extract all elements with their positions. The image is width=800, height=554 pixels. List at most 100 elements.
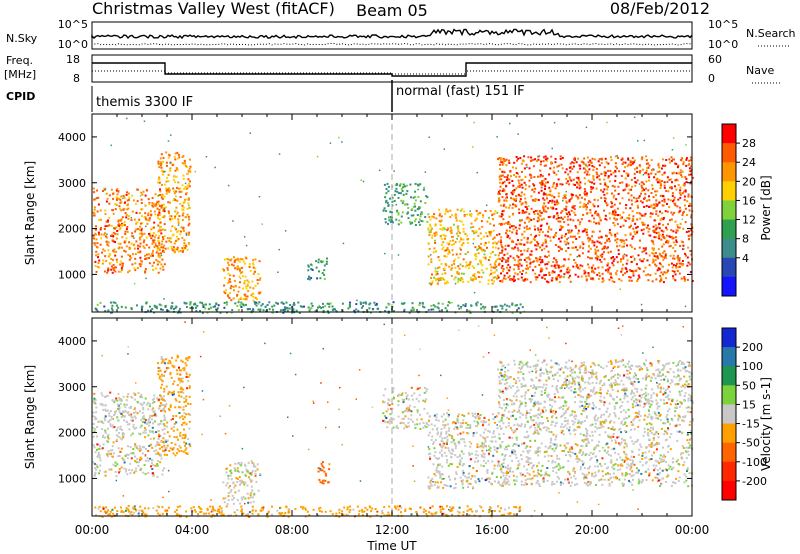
data-cell	[144, 419, 147, 422]
data-cell	[506, 236, 509, 239]
data-cell	[474, 412, 476, 415]
data-cell	[498, 262, 501, 265]
data-cell	[257, 302, 260, 305]
data-cell	[131, 210, 134, 213]
data-cell	[144, 421, 146, 424]
data-cell	[326, 257, 328, 260]
data-cell	[534, 228, 536, 231]
data-cell	[120, 218, 123, 221]
data-cell	[568, 176, 571, 179]
data-cell	[499, 158, 502, 161]
data-cell	[106, 409, 109, 412]
data-cell	[247, 461, 250, 464]
noise-cell	[194, 170, 196, 173]
data-cell	[158, 166, 161, 169]
data-cell	[520, 276, 523, 279]
data-cell	[192, 307, 194, 310]
data-cell	[497, 240, 500, 243]
data-cell	[418, 302, 421, 305]
data-cell	[493, 271, 496, 274]
data-cell	[682, 163, 685, 166]
data-cell	[457, 421, 460, 424]
data-cell	[167, 180, 170, 183]
data-cell	[567, 258, 570, 261]
data-cell	[422, 305, 424, 308]
data-cell	[607, 251, 610, 254]
data-cell	[565, 205, 568, 208]
data-cell	[534, 158, 537, 161]
data-cell	[490, 272, 493, 275]
data-cell	[135, 470, 138, 473]
data-cell	[272, 308, 274, 311]
data-cell	[616, 223, 619, 226]
data-cell	[104, 436, 106, 439]
data-cell	[405, 192, 408, 195]
data-cell	[589, 247, 592, 250]
data-cell	[103, 187, 106, 190]
data-cell	[431, 234, 434, 237]
data-cell	[319, 277, 322, 280]
data-cell	[504, 248, 507, 251]
data-cell	[117, 242, 120, 245]
data-cell	[610, 234, 613, 237]
data-cell	[485, 445, 487, 448]
data-cell	[440, 433, 442, 436]
data-cell	[131, 416, 134, 419]
data-cell	[127, 203, 130, 206]
data-cell	[151, 242, 154, 245]
data-cell	[95, 254, 98, 257]
data-cell	[674, 204, 677, 207]
data-cell	[569, 235, 572, 238]
data-cell	[529, 261, 532, 264]
data-cell	[116, 233, 119, 236]
data-cell	[117, 220, 120, 223]
data-cell	[258, 279, 261, 281]
data-cell	[458, 463, 461, 466]
data-cell	[128, 406, 131, 409]
data-cell	[451, 463, 453, 466]
data-cell	[545, 256, 548, 258]
data-cell	[307, 269, 310, 272]
data-cell	[123, 403, 126, 406]
data-cell	[171, 247, 174, 250]
data-cell	[144, 212, 147, 215]
data-cell	[118, 468, 121, 470]
freq-label: Freq.	[6, 54, 33, 67]
data-cell	[103, 305, 106, 308]
data-cell	[110, 265, 113, 268]
data-cell	[674, 162, 676, 165]
data-cell	[632, 219, 635, 222]
data-cell	[95, 417, 98, 420]
data-cell	[139, 468, 142, 471]
data-cell	[145, 243, 148, 246]
data-cell	[526, 208, 529, 211]
data-cell	[241, 271, 244, 274]
data-cell	[636, 231, 638, 234]
data-cell	[661, 173, 664, 176]
data-cell	[96, 189, 99, 192]
data-cell	[521, 306, 524, 309]
data-cell	[150, 228, 153, 231]
data-cell	[135, 461, 138, 464]
data-cell	[559, 155, 562, 158]
data-cell	[492, 229, 495, 232]
data-cell	[159, 395, 162, 397]
data-cell	[648, 205, 650, 208]
data-cell	[454, 447, 457, 450]
data-cell	[157, 214, 160, 217]
data-cell	[167, 408, 170, 411]
data-cell	[440, 243, 443, 246]
data-cell	[681, 192, 684, 195]
data-cell	[433, 454, 436, 457]
data-cell	[401, 398, 404, 401]
data-cell	[102, 422, 105, 425]
data-cell	[392, 301, 395, 304]
noise-cell	[239, 277, 242, 280]
data-cell	[533, 190, 536, 193]
data-cell	[578, 187, 581, 190]
data-cell	[530, 195, 533, 198]
data-cell	[436, 270, 439, 273]
data-cell	[96, 466, 99, 469]
data-cell	[248, 476, 250, 479]
data-cell	[469, 445, 472, 448]
